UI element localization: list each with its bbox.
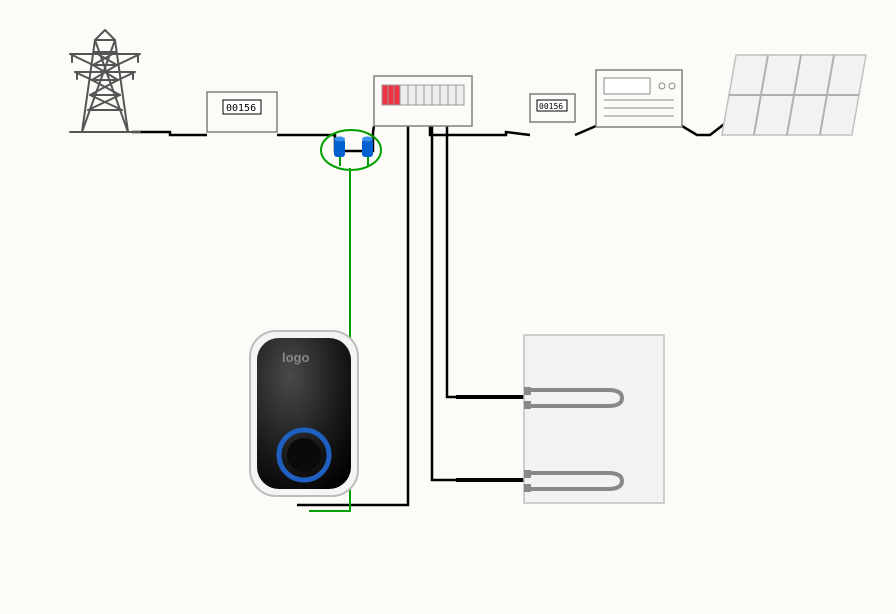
distribution-board	[374, 76, 472, 126]
solar-panels-icon	[722, 55, 866, 135]
generation-meter: 00156	[530, 94, 575, 122]
utility-meter: 00156	[207, 92, 277, 132]
wiring-diagram: 00156 00156	[0, 0, 896, 614]
utility-meter-reading: 00156	[226, 103, 256, 114]
solar-inverter	[596, 70, 682, 127]
ev-charger-logo: logo	[282, 350, 309, 365]
load-feed-wires	[456, 397, 528, 480]
grid-pylon-icon	[70, 30, 140, 132]
generation-meter-reading: 00156	[539, 102, 563, 111]
ev-charger: logo	[250, 331, 358, 496]
heating-load	[524, 335, 664, 503]
